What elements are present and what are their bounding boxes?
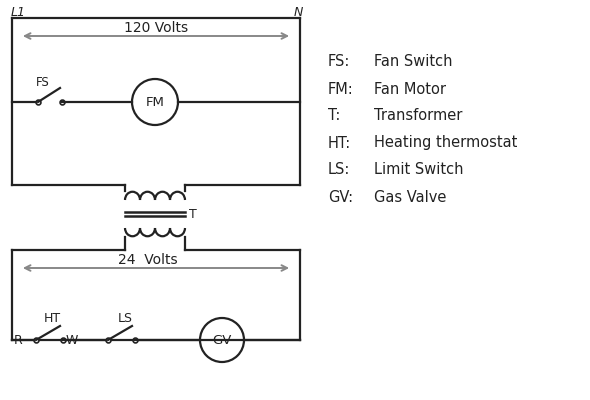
Text: Fan Motor: Fan Motor: [374, 82, 446, 96]
Text: FM: FM: [146, 96, 165, 108]
Text: HT: HT: [44, 312, 61, 325]
Text: L1: L1: [11, 6, 26, 19]
Text: HT:: HT:: [328, 136, 351, 150]
Text: Limit Switch: Limit Switch: [374, 162, 464, 178]
Text: Fan Switch: Fan Switch: [374, 54, 453, 70]
Text: GV:: GV:: [328, 190, 353, 204]
Text: W: W: [66, 334, 78, 347]
Text: Transformer: Transformer: [374, 108, 463, 124]
Text: FM:: FM:: [328, 82, 354, 96]
Text: R: R: [14, 334, 23, 347]
Text: LS:: LS:: [328, 162, 350, 178]
Text: FS: FS: [36, 76, 50, 89]
Text: Gas Valve: Gas Valve: [374, 190, 447, 204]
Text: FS:: FS:: [328, 54, 350, 70]
Text: LS: LS: [117, 312, 133, 325]
Text: T: T: [189, 208, 196, 220]
Text: 24  Volts: 24 Volts: [118, 253, 178, 267]
Text: T:: T:: [328, 108, 340, 124]
Text: Heating thermostat: Heating thermostat: [374, 136, 517, 150]
Text: 120 Volts: 120 Volts: [124, 21, 188, 35]
Text: N: N: [294, 6, 303, 19]
Text: GV: GV: [212, 334, 232, 346]
